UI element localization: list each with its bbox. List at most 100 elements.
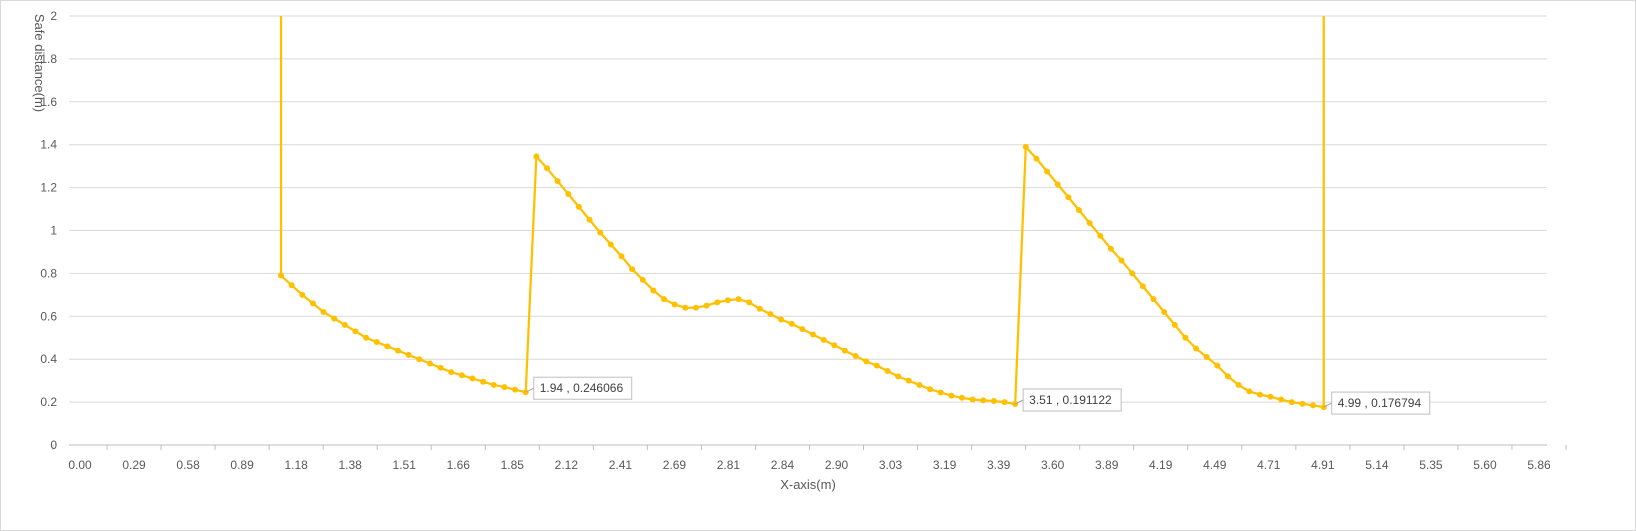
x-tick-label: 1.85 — [501, 458, 525, 472]
data-point — [501, 384, 508, 391]
x-tick-label: 1.66 — [447, 458, 471, 472]
x-tick-label: 4.71 — [1257, 458, 1281, 472]
data-label-leader — [525, 387, 534, 393]
x-tick-label: 5.35 — [1419, 458, 1443, 472]
data-label-leader — [1323, 402, 1332, 408]
x-tick-label: 5.60 — [1473, 458, 1497, 472]
data-point — [341, 321, 348, 328]
x-tick-label: 2.12 — [555, 458, 579, 472]
data-point — [1288, 399, 1295, 406]
gridlines — [69, 15, 1547, 403]
data-point — [1256, 391, 1263, 398]
data-point — [714, 299, 721, 306]
data-label-box — [1331, 391, 1431, 415]
data-point — [980, 397, 987, 404]
data-point — [1161, 309, 1168, 316]
data-point — [1310, 402, 1317, 409]
data-point — [1033, 155, 1040, 162]
data-point — [395, 347, 402, 354]
data-point — [458, 372, 465, 379]
y-tick-label: 2 — [50, 9, 57, 23]
data-point — [1054, 181, 1061, 188]
data-point — [575, 203, 582, 210]
data-point — [1278, 396, 1285, 403]
data-point — [1267, 393, 1274, 400]
data-label-box — [1022, 388, 1122, 412]
data-point — [607, 241, 614, 248]
data-point — [437, 364, 444, 371]
data-point — [756, 305, 763, 312]
data-point — [1076, 207, 1082, 214]
x-tick-label: 1.38 — [339, 458, 363, 472]
x-tick-labels: 0.00 0.29 0.58 0.89 1.18 1.38 1.51 1.66 1.85 2.12… — [68, 458, 1551, 472]
data-label-box — [533, 376, 633, 400]
data-point — [1129, 270, 1136, 277]
data-point — [309, 300, 316, 307]
data-point — [490, 381, 497, 388]
data-point — [544, 165, 550, 172]
data-point — [948, 392, 955, 399]
y-tick-label: 0.4 — [40, 352, 57, 366]
data-label-leader — [1014, 399, 1024, 405]
x-tick-label: 3.60 — [1041, 458, 1065, 472]
data-point — [1001, 399, 1008, 406]
data-point — [1246, 388, 1253, 395]
data-point — [990, 398, 997, 405]
data-point — [363, 334, 370, 341]
x-tick-label: 3.39 — [987, 458, 1011, 472]
data-point — [820, 336, 827, 343]
data-point — [1139, 283, 1146, 290]
x-tick-label: 2.90 — [825, 458, 849, 472]
data-point — [1171, 321, 1178, 328]
y-tick-label: 0.6 — [40, 309, 57, 323]
data-point — [352, 328, 359, 335]
data-label: 4.99 , 0.176794 — [1338, 396, 1422, 410]
y-axis-title: Safe distance(m) — [32, 14, 47, 112]
data-point — [533, 153, 540, 160]
data-point — [873, 362, 880, 369]
x-tick-label: 0.29 — [122, 458, 146, 472]
x-tick-label: 0.00 — [68, 458, 92, 472]
y-tick-label: 1 — [50, 224, 57, 238]
y-tick-label: 1.6 — [40, 95, 57, 109]
data-point — [682, 304, 689, 311]
data-point — [852, 352, 859, 359]
data-point — [1065, 194, 1072, 201]
data-point — [373, 339, 380, 346]
data-point — [618, 253, 625, 260]
series-safe-distance — [278, 16, 1327, 411]
data-point — [1235, 381, 1242, 388]
data-point — [1193, 345, 1200, 352]
x-tick-label: 1.51 — [393, 458, 417, 472]
y-tick-label: 0.8 — [40, 266, 57, 280]
data-point — [831, 342, 838, 349]
data-labels: 1.94 , 0.246066 3.51 , 0.191122 4.99 , 0.1… — [525, 376, 1431, 415]
x-tick-label: 4.49 — [1203, 458, 1227, 472]
y-tick-label: 1.8 — [40, 52, 57, 66]
x-tick-label: 4.91 — [1311, 458, 1335, 472]
data-point — [1224, 373, 1231, 380]
data-point — [1044, 168, 1051, 175]
data-point — [863, 358, 870, 365]
data-point — [288, 282, 295, 289]
data-point — [661, 296, 668, 303]
data-point — [937, 389, 944, 396]
data-point — [746, 299, 753, 306]
data-point — [405, 351, 412, 358]
data-point — [969, 396, 976, 403]
data-point — [650, 287, 657, 294]
x-tick-label: 3.89 — [1095, 458, 1119, 472]
x-axis-title: X-axis(m) — [780, 477, 836, 492]
data-point — [299, 291, 306, 298]
series-line — [279, 16, 1325, 409]
data-point — [692, 304, 699, 311]
data-point — [629, 266, 636, 273]
data-point — [565, 191, 572, 198]
data-point — [778, 316, 785, 323]
data-point — [767, 311, 774, 318]
data-point — [1214, 362, 1221, 369]
data-point — [278, 272, 284, 279]
data-point — [841, 347, 848, 354]
